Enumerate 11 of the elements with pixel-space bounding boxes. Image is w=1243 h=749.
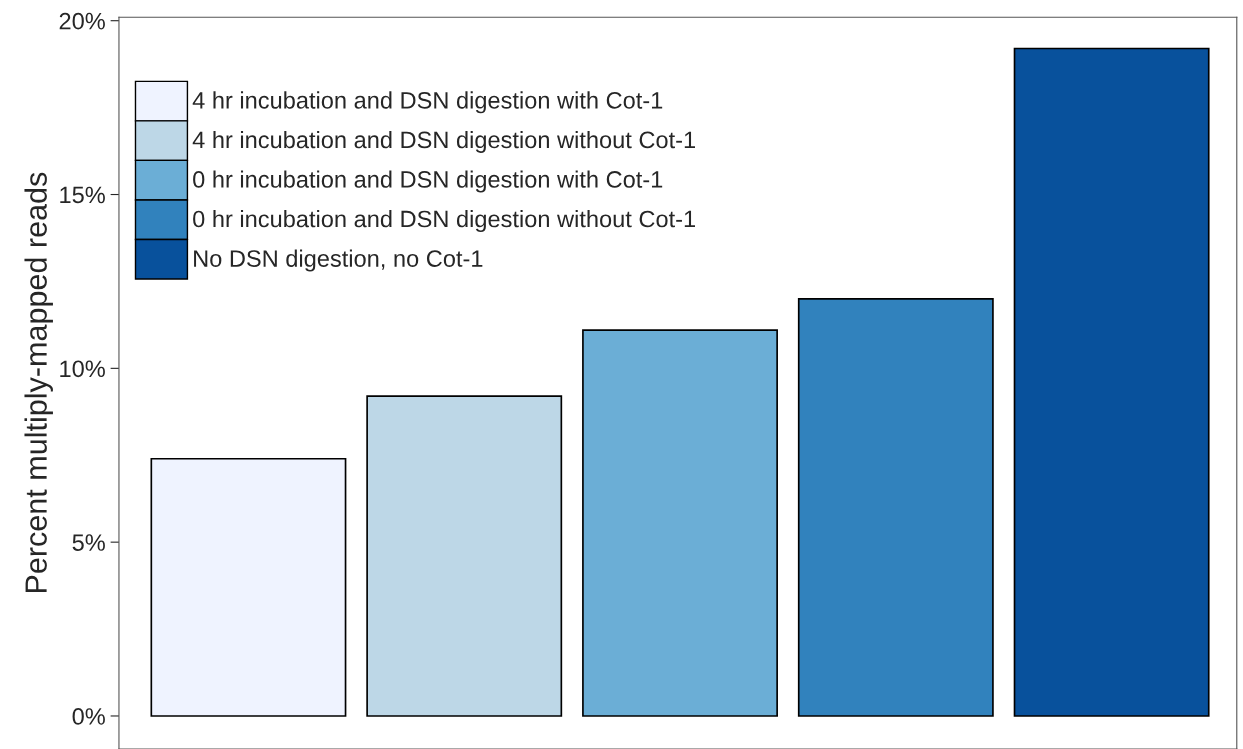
y-tick-label: 5% [72,534,105,551]
legend-label: 4 hr incubation and DSN digestion with Cot-1 [192,91,663,114]
legend-label: 4 hr incubation and DSN digestion without Cot-1 [192,130,695,153]
y-tick-label: 20% [59,12,105,30]
y-tick-label: 15% [60,186,105,204]
y-tick-label: 0% [72,708,105,725]
legend-label: No DSN digestion, no Cot-1 [194,249,483,272]
y-tick-label: 10% [60,360,105,378]
legend-label: 0 hr incubation and DSN digestion with Cot-1 [193,170,663,193]
y-axis-title: Percent multiply-mapped reads [24,172,53,593]
legend-label: 0 hr incubation and DSN digestion without Cot-1 [193,210,695,233]
